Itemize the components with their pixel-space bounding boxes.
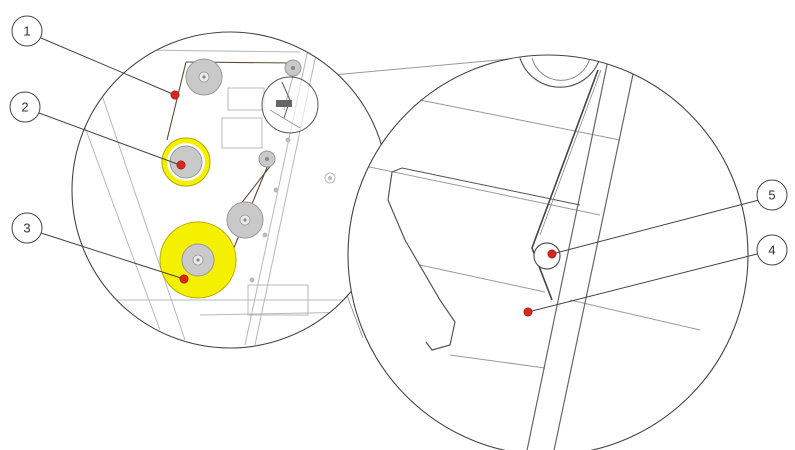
callout-4: 4 [756, 234, 788, 266]
leader-line-5 [551, 199, 760, 255]
leader-line-1 [40, 37, 176, 96]
marker-2 [176, 160, 186, 170]
callout-2: 2 [9, 91, 41, 123]
svg-text:2: 2 [21, 100, 28, 115]
leader-line-2 [38, 112, 181, 166]
leader-line-3 [40, 232, 185, 280]
svg-text:5: 5 [768, 188, 775, 203]
marker-1 [170, 90, 180, 100]
svg-text:1: 1 [23, 24, 30, 39]
left-detail-view [71, 31, 389, 349]
marker-3 [179, 274, 189, 284]
callout-1: 1 [11, 15, 43, 47]
callout-3: 3 [11, 212, 43, 244]
svg-text:4: 4 [768, 243, 775, 258]
marker-4 [523, 307, 533, 317]
ribbon-guide-roller [533, 242, 561, 270]
callout-5: 5 [756, 179, 788, 211]
marker-5 [547, 249, 557, 259]
leader-line-4 [527, 253, 758, 313]
svg-text:3: 3 [23, 221, 30, 236]
